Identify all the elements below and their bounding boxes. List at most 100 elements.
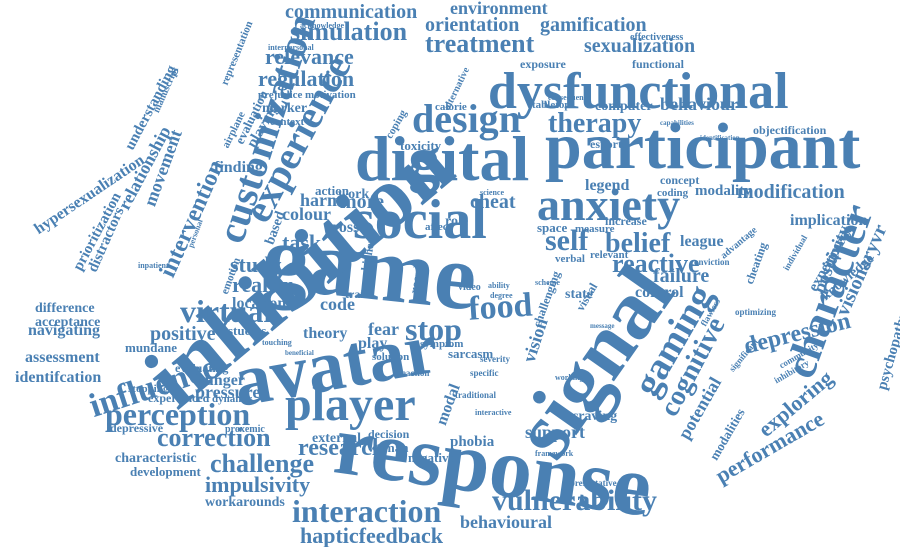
word-studies: studies [228, 323, 266, 338]
word-stop: stop [405, 311, 462, 347]
word-interpersonal: interpersonal [268, 43, 315, 52]
word-relevance: relevance [265, 44, 354, 69]
word-interaction: interaction [292, 493, 442, 529]
word-anxiety: anxiety [537, 179, 680, 230]
word-finding: finding [214, 159, 263, 176]
word-acknowledge: acknowledge [300, 21, 344, 30]
word-toxicity: toxicity [400, 138, 442, 153]
word-more: more [340, 191, 384, 213]
word-development: development [130, 464, 201, 479]
word-cross: cross [325, 219, 359, 236]
word-study: study [230, 252, 281, 277]
word-objectification: objectification [753, 123, 827, 137]
word-sexualization: sexualization [584, 35, 695, 57]
word-craving: craving [572, 409, 617, 424]
word-reality: reality [232, 272, 293, 297]
word-implication: implication [790, 212, 867, 229]
word-touching: touching [262, 338, 292, 347]
word-communication: communication [285, 1, 417, 23]
word-measure: measure [575, 223, 615, 235]
word-vulnerability: vulnerability [492, 484, 657, 517]
word-individual: individual [781, 233, 809, 272]
word-consequence: consequence [548, 93, 591, 102]
word-optimizing: optimizing [735, 307, 777, 317]
word-research: research [298, 435, 385, 461]
word-evaluating: evaluating [175, 361, 228, 375]
word-phobia: phobia [450, 434, 495, 450]
word-context: context [270, 116, 305, 128]
word-perception: perception [105, 396, 250, 432]
word-woman: woman [368, 440, 409, 455]
word-negative: negative [408, 450, 454, 465]
word-inpatient: inpatient [138, 261, 169, 270]
word-mundane: mundane [125, 340, 177, 355]
word-representative: representative [562, 478, 617, 488]
word-control: control [635, 284, 684, 301]
word-treatment: treatment [425, 29, 535, 58]
word-player: player [285, 378, 416, 431]
word-working: working [555, 373, 583, 382]
word-action: action [315, 183, 350, 198]
word-solution: solution [372, 351, 409, 363]
word-simulation: simulation [290, 17, 408, 46]
word-marker: marker [262, 101, 307, 116]
word-computer: computer [595, 99, 653, 114]
word-calorie: calorie [435, 101, 467, 113]
word-fear: fear [368, 319, 399, 339]
word-message: message [590, 322, 615, 330]
word-gamification: gamification [540, 14, 647, 36]
word-behaviour: behaviour [660, 94, 738, 114]
word-video: video [458, 282, 481, 293]
word-increase: increase [605, 214, 647, 228]
word-work: work [338, 187, 369, 202]
word-hunger: hunger [196, 372, 245, 389]
word-capabilities: capabilities [660, 119, 694, 127]
word-external: external [312, 431, 361, 446]
word-characteristic: characteristic [115, 451, 197, 466]
word-identification: identification [700, 134, 740, 142]
word-sarcasm: sarcasm [448, 346, 493, 361]
word-motivation: motivation [305, 89, 356, 101]
word-game: game [258, 205, 482, 331]
word-scheme: scheme [535, 278, 560, 287]
word-workarounds: workarounds [205, 495, 285, 510]
word-symptom: symptom [420, 338, 463, 350]
word-reaction: reaction [398, 368, 429, 378]
word-representation: representation [219, 19, 256, 87]
word-severity: severity [480, 354, 510, 364]
word-interactive: interactive [475, 408, 512, 417]
word-state: state [565, 287, 593, 302]
word-functional: functional [632, 57, 685, 71]
word-psychopathy: psychopathy [874, 309, 900, 392]
word-correction: correction [157, 423, 271, 452]
word-acceptance: acceptance [35, 315, 100, 330]
word-orientation: orientation [425, 14, 519, 36]
word-impulsivity: impulsivity [205, 472, 310, 497]
word-play: play [358, 335, 387, 352]
word-stopping: stopping [128, 383, 169, 395]
word-self: self [545, 224, 589, 257]
word-virtual: virtual [180, 293, 273, 329]
word-specific: specific [470, 368, 499, 378]
word-digital: digital [355, 123, 529, 194]
word-behavioural: behavioural [460, 512, 552, 532]
word-location: location [232, 295, 286, 312]
word-positive: positive [150, 323, 216, 345]
word-depressive: depressive [110, 421, 164, 435]
word-navigating: navigating [28, 322, 100, 339]
word-higher: higher [358, 236, 378, 272]
word-framework: framework [535, 449, 574, 458]
word-experienced: experienced [148, 391, 210, 405]
word-space: space [537, 220, 568, 235]
word-effectiveness: effectiveness [630, 32, 683, 43]
word-colour: colour [282, 204, 331, 224]
word-participant: participant [545, 110, 860, 183]
word-food: food [467, 286, 534, 327]
word-result: result [408, 259, 429, 295]
word-difference: difference [35, 301, 95, 316]
word-modality: modality [695, 183, 752, 199]
word-theory: theory [303, 325, 347, 342]
word-tabletop: tabletop [532, 99, 571, 111]
word-therapy: therapy [548, 108, 641, 139]
